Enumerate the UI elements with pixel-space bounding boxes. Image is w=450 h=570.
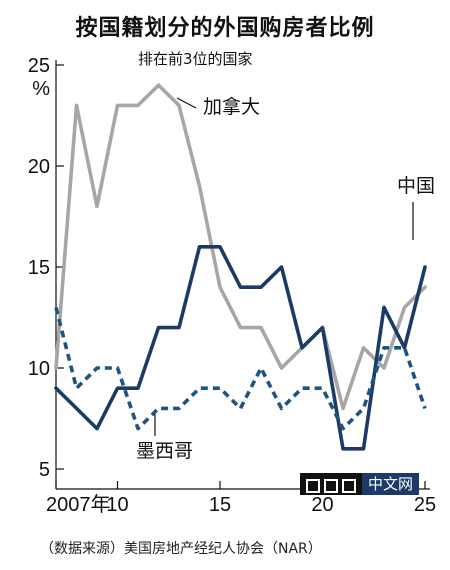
source-note: （数据来源）美国房地产经纪人协会（NAR） xyxy=(40,541,322,557)
series-line xyxy=(54,83,427,411)
chart-title: 按国籍划分的外国购房者比例 xyxy=(75,16,375,41)
series-annotation: 加拿大 xyxy=(203,95,260,118)
annotation-leader xyxy=(176,97,197,109)
x-tick-label: 20 xyxy=(311,494,333,516)
chart-series xyxy=(54,83,427,451)
y-tick-label: 25 xyxy=(28,55,50,77)
y-tick-label: 10 xyxy=(28,358,50,380)
chart-subtitle: 排在前3位的国家 xyxy=(138,50,253,68)
x-tick-label: 2007年 xyxy=(46,493,111,516)
series-annotation: 墨西哥 xyxy=(136,440,193,462)
x-tick-label: 10 xyxy=(106,494,128,516)
y-tick-label: 20 xyxy=(28,156,50,178)
x-tick-label: 25 xyxy=(414,494,436,516)
nikkei-logo: 中文网 xyxy=(300,473,420,495)
logo-mark-icon xyxy=(300,473,362,495)
y-tick-label: 15 xyxy=(28,257,50,279)
series-annotation: 中国 xyxy=(397,175,435,197)
series-line xyxy=(54,245,427,451)
y-tick-label: 5 xyxy=(39,459,50,481)
y-axis-unit: % xyxy=(32,78,50,100)
x-tick-label: 15 xyxy=(209,494,231,516)
logo-text: 中文网 xyxy=(362,473,420,495)
